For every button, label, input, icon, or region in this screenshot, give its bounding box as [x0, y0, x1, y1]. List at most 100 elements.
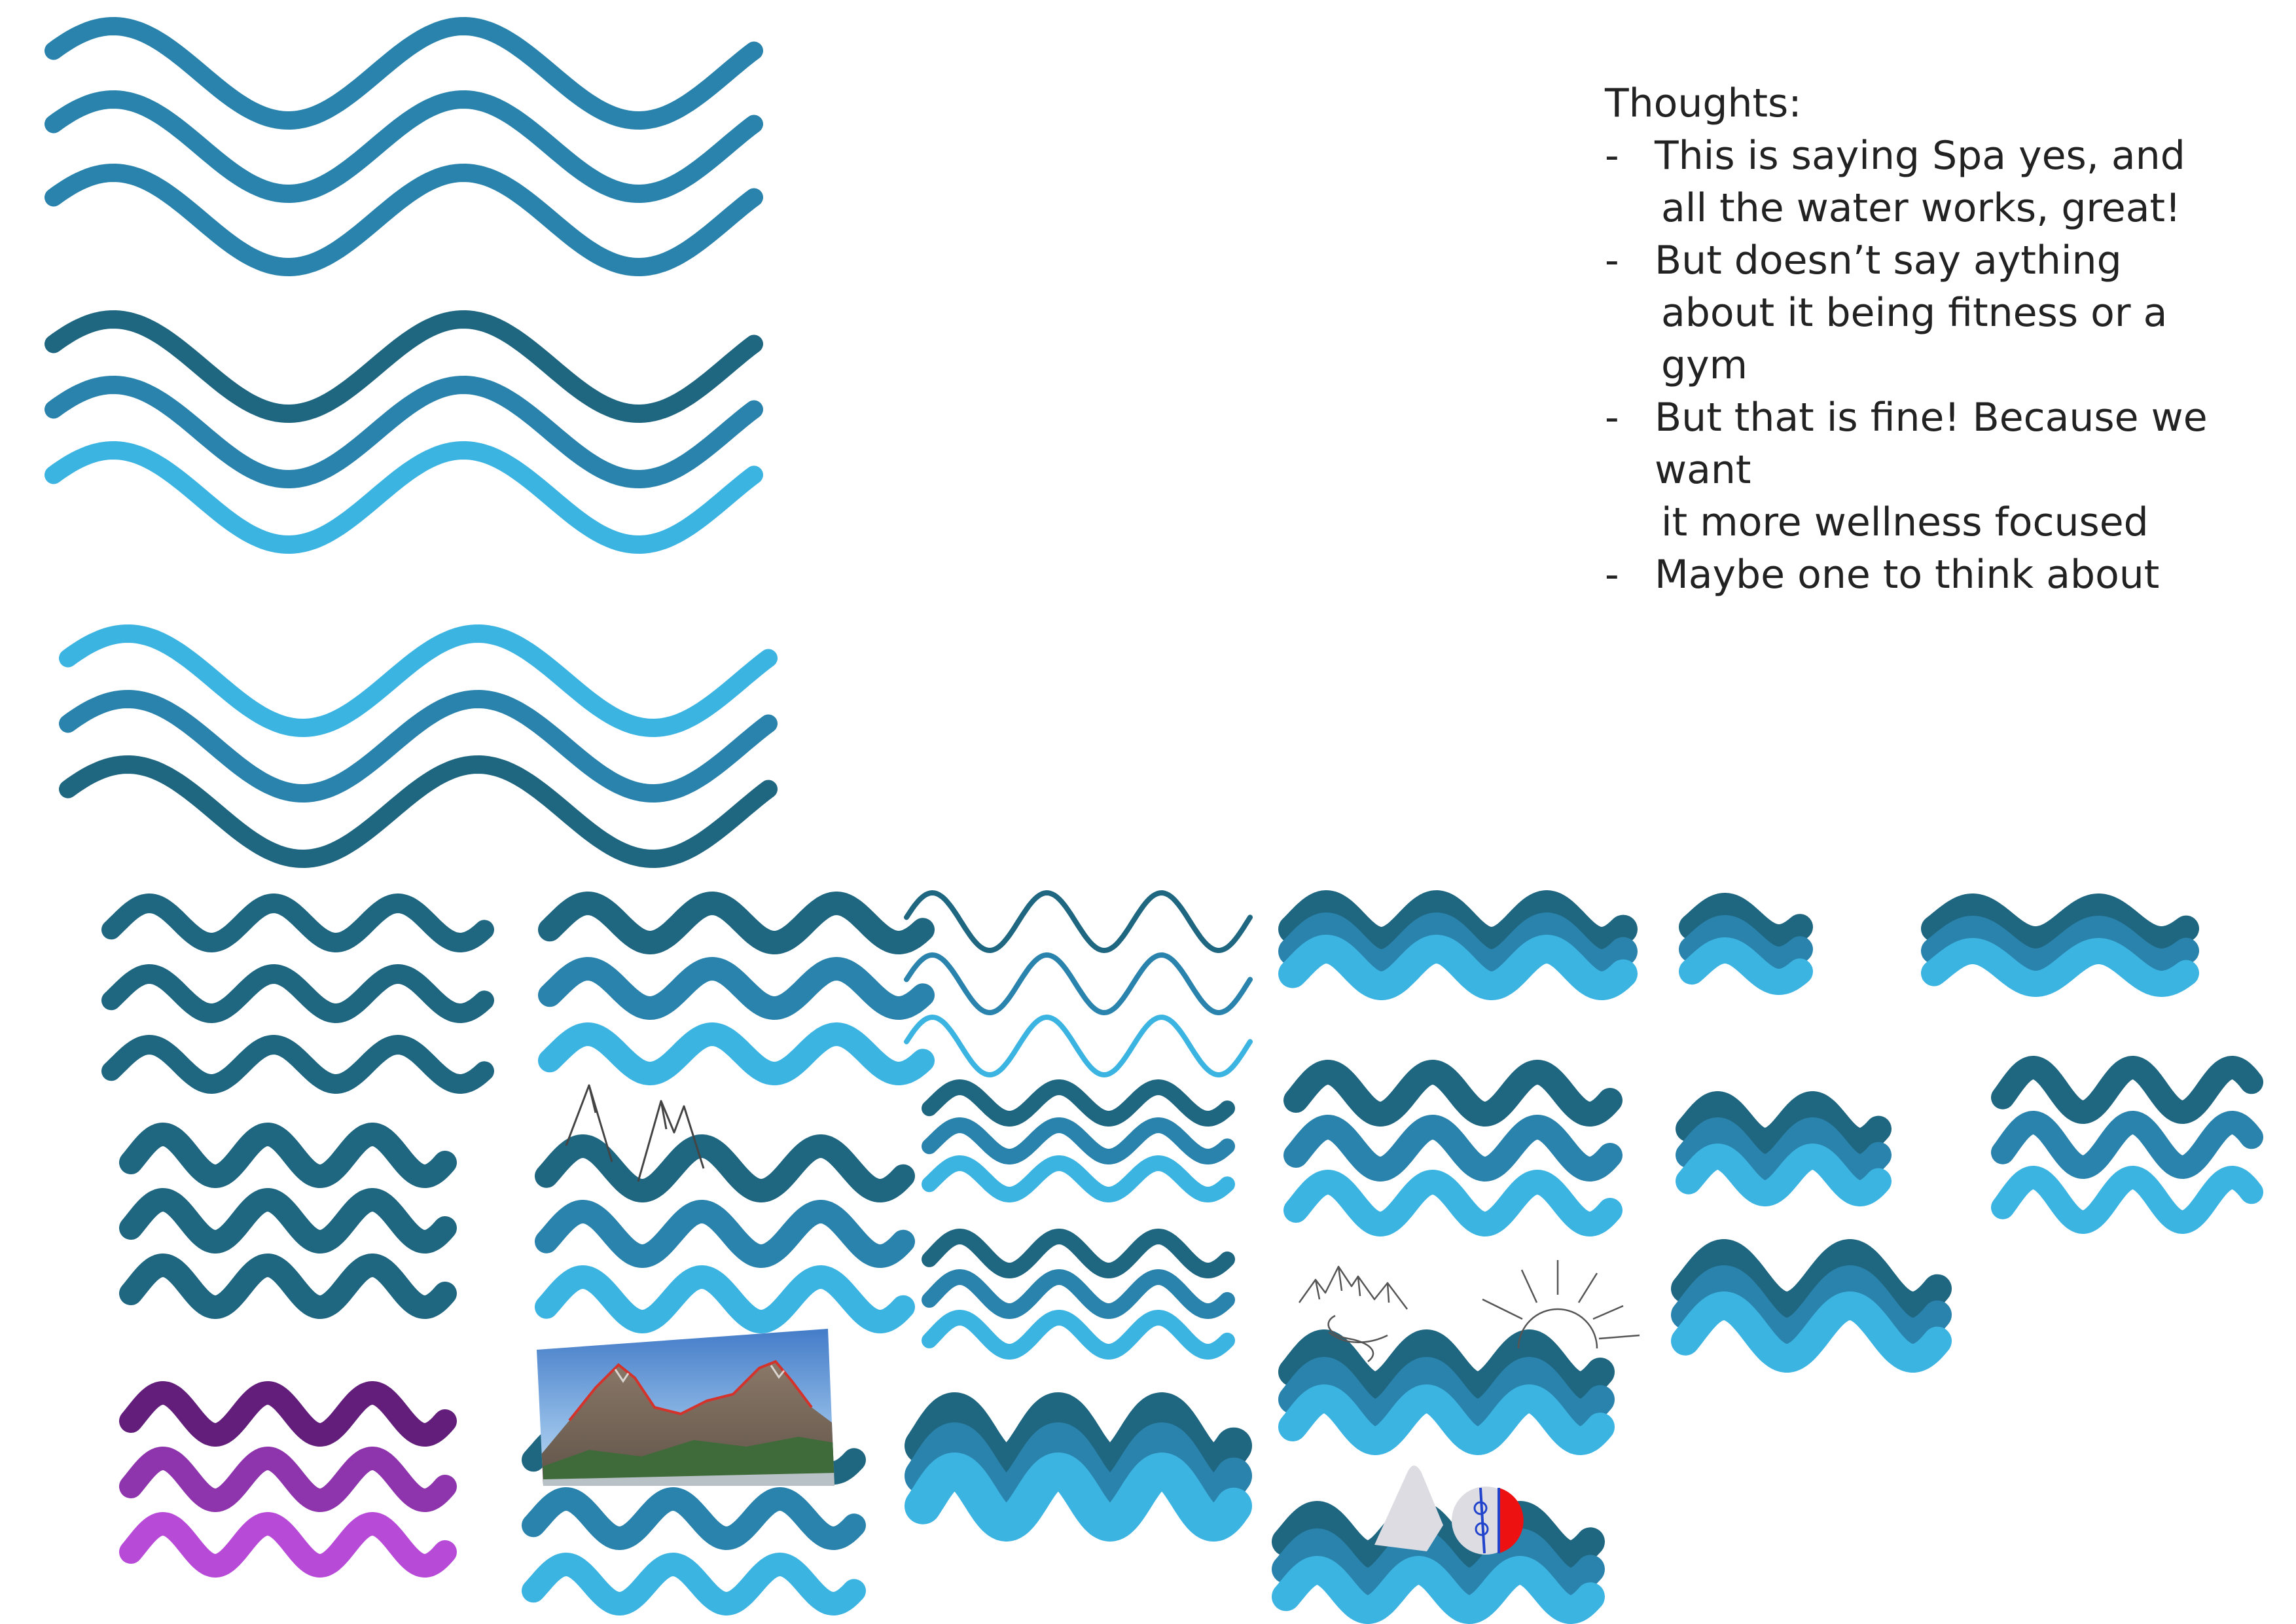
wave-line [535, 1200, 915, 1268]
mountain-sketch-icon [565, 1084, 705, 1182]
wave-line [45, 164, 763, 276]
wave-line [1676, 1117, 1892, 1180]
wave-line [1671, 1239, 1952, 1320]
mountain-sun-sketch-icon [1298, 1260, 1640, 1362]
wave-line [904, 890, 1253, 953]
wave-line [1278, 912, 1638, 978]
wave-line [1272, 1528, 1605, 1597]
wave-line [538, 1022, 935, 1085]
wave-line [922, 1155, 1235, 1202]
waves-icon [1278, 1329, 1615, 1455]
waves-icon [101, 893, 494, 1094]
wave-line [922, 1117, 1235, 1164]
waves-icon [538, 892, 935, 1085]
wave-line [922, 1310, 1235, 1360]
wave-line [101, 964, 494, 1023]
wave-line [1278, 1384, 1615, 1455]
notes-item: - This is saying Spa yes, and all the wa… [1605, 130, 2259, 234]
bullet-dash: - [1605, 238, 1619, 283]
wave-line [1921, 938, 2199, 997]
wave-line [119, 1188, 457, 1254]
wave-icon-layer [45, 17, 2263, 1624]
waves-icon [119, 1381, 457, 1578]
wave-line [1679, 893, 1813, 950]
waves-icon [1671, 1239, 1952, 1373]
wave-line [1921, 893, 2199, 952]
wave-line [45, 376, 763, 488]
wave-line [1991, 1166, 2263, 1234]
wave-line [119, 1447, 457, 1512]
notes-list: - This is saying Spa yes, and all the wa… [1605, 130, 2259, 601]
wave-line [45, 441, 763, 554]
wave-line [522, 1487, 866, 1550]
wave-line [45, 310, 763, 423]
wave-line [904, 952, 1253, 1015]
wave-line [45, 17, 763, 130]
wave-line [101, 893, 494, 952]
wave-line [59, 690, 778, 803]
wave-line [538, 957, 935, 1020]
wave-line [1278, 935, 1638, 1000]
mountain-photo [537, 1329, 834, 1486]
wave-line [904, 1015, 1253, 1077]
waves-icon [922, 1229, 1235, 1360]
notes-item-line: But doesn’t say aything [1655, 238, 2122, 283]
large-waves-icon-uniform-mid-blue [45, 17, 763, 276]
wave-line [119, 1512, 457, 1578]
waves-icon [1676, 1091, 1892, 1206]
wave-line [1679, 937, 1813, 995]
wave-line [535, 1265, 915, 1333]
bullet-dash: - [1605, 552, 1619, 598]
wave-line [1671, 1291, 1952, 1373]
notes-item-line: all the water works, great! [1661, 185, 2181, 231]
large-waves-icon-light-to-dark [59, 624, 778, 868]
notes-item-line: it more wellness focused [1661, 499, 2149, 545]
decoration-layer [537, 1084, 1640, 1555]
notes-item: - But doesn’t say aything about it being… [1605, 234, 2259, 391]
wave-line [1991, 1111, 2263, 1179]
wave-line [535, 1134, 915, 1202]
thoughts-notes: Thoughts: - This is saying Spa yes, and … [1605, 77, 2259, 601]
wave-line [1676, 1091, 1892, 1154]
waves-icon [1283, 1060, 1623, 1236]
wave-line [922, 1229, 1235, 1278]
waves-icon [1991, 1056, 2263, 1234]
waves-icon [1278, 890, 1638, 1000]
wave-line [922, 1079, 1235, 1127]
wave-line [1283, 1170, 1623, 1236]
notes-item-line: Maybe one to think about [1655, 552, 2160, 598]
wave-line [1278, 890, 1638, 956]
waves-icon [119, 1123, 457, 1319]
bullet-dash: - [1605, 395, 1619, 441]
wave-line [1283, 1115, 1623, 1182]
waves-icon [1679, 893, 1813, 995]
wave-line [119, 1254, 457, 1319]
wave-line [1278, 1357, 1615, 1428]
wave-line [119, 1381, 457, 1447]
bullet-dash: - [1605, 133, 1619, 179]
wave-line [1679, 915, 1813, 973]
wave-line [905, 1422, 1252, 1511]
wave-line [1921, 916, 2199, 975]
wave-line [59, 755, 778, 868]
notes-title: Thoughts: [1605, 81, 1802, 126]
wave-line [1671, 1265, 1952, 1346]
wave-line [1991, 1056, 2263, 1124]
wave-line [1283, 1060, 1623, 1127]
notes-item-line: about it being fitness or a gym [1661, 290, 2168, 388]
wave-line [101, 1035, 494, 1094]
notes-item: - But that is fine! Because we want it m… [1605, 391, 2259, 549]
wave-line [59, 624, 778, 737]
wave-line [522, 1553, 866, 1615]
wave-line [1676, 1144, 1892, 1206]
notes-item: - Maybe one to think about [1605, 549, 2259, 601]
waves-icon [535, 1134, 915, 1333]
wave-line [1278, 1329, 1615, 1400]
waves-icon [1921, 893, 2199, 997]
wave-line [119, 1123, 457, 1188]
wave-line [922, 1269, 1235, 1319]
wave-line [905, 1453, 1252, 1542]
wave-line [45, 90, 763, 203]
wave-line [1272, 1556, 1605, 1624]
